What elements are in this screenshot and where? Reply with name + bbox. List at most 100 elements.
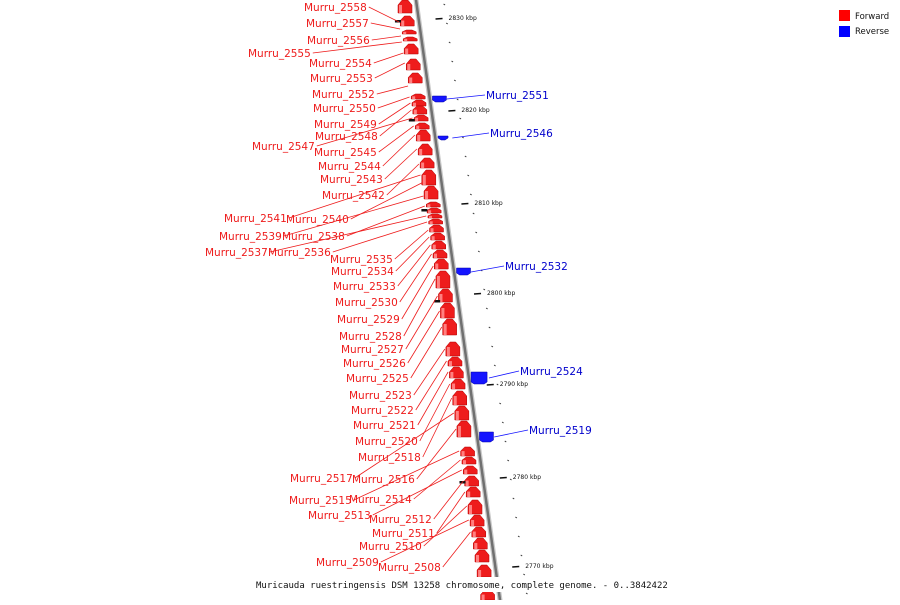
forward-gene-leader bbox=[312, 41, 402, 54]
forward-gene-highlight bbox=[401, 20, 405, 26]
forward-gene-leader bbox=[377, 96, 410, 109]
forward-gene-label: Murru_2521 bbox=[353, 420, 416, 432]
forward-gene-highlight bbox=[425, 191, 429, 199]
minor-tick bbox=[448, 41, 451, 44]
forward-gene-highlight bbox=[446, 347, 450, 356]
forward-gene-leader bbox=[419, 383, 451, 442]
legend-reverse-label: Reverse bbox=[855, 27, 889, 37]
minor-tick bbox=[493, 364, 496, 367]
reverse-gene-leader bbox=[446, 94, 486, 100]
forward-gene-highlight bbox=[413, 109, 417, 114]
forward-gene-highlight bbox=[471, 520, 475, 526]
forward-gene-highlight bbox=[472, 531, 476, 537]
legend: Forward Reverse bbox=[839, 10, 889, 37]
forward-gene-leader bbox=[413, 459, 461, 500]
forward-gene-leader bbox=[410, 326, 443, 379]
minor-tick bbox=[491, 345, 494, 348]
forward-gene-leader bbox=[401, 265, 434, 320]
forward-gene-leader bbox=[442, 531, 471, 568]
forward-gene-highlight bbox=[421, 162, 425, 168]
small-gene-mark bbox=[421, 209, 428, 212]
forward-gene-leader bbox=[371, 35, 402, 41]
minor-tick bbox=[523, 573, 526, 576]
forward-gene-label: Murru_2516 bbox=[352, 474, 415, 486]
tick-mark bbox=[486, 383, 494, 386]
forward-gene-label: Murru_2550 bbox=[313, 103, 376, 115]
forward-gene-highlight bbox=[448, 361, 452, 366]
forward-gene-highlight bbox=[428, 210, 432, 213]
forward-gene-leader bbox=[399, 253, 432, 303]
minor-tick bbox=[461, 136, 464, 139]
forward-gene-label: Murru_2512 bbox=[369, 514, 432, 526]
forward-gene-highlight bbox=[436, 276, 440, 288]
forward-gene-leader bbox=[433, 480, 464, 520]
tick-label: 2830 kbp bbox=[449, 15, 477, 22]
reverse-gene-label: Murru_2519 bbox=[529, 425, 592, 437]
forward-gene-label: Murru_2522 bbox=[351, 405, 414, 417]
forward-gene-label: Murru_2528 bbox=[339, 331, 402, 343]
forward-gene-leader bbox=[382, 134, 416, 167]
minor-tick bbox=[451, 60, 454, 63]
forward-gene-label: Murru_2545 bbox=[314, 147, 377, 159]
forward-gene-leader bbox=[350, 182, 422, 220]
forward-gene-highlight bbox=[439, 294, 443, 302]
forward-gene-label: Murru_2547 bbox=[252, 141, 315, 153]
forward-gene-leader bbox=[332, 221, 428, 253]
minor-tick bbox=[496, 383, 499, 386]
forward-gene-label: Murru_2556 bbox=[307, 35, 370, 47]
forward-gene-highlight bbox=[467, 491, 471, 497]
minor-tick bbox=[469, 193, 472, 196]
forward-gene-leader bbox=[372, 469, 462, 516]
minor-tick bbox=[483, 288, 486, 291]
minor-tick bbox=[520, 554, 523, 557]
forward-gene-highlight bbox=[461, 451, 465, 456]
forward-gene-leader bbox=[374, 62, 405, 79]
reverse-gene-leader bbox=[471, 265, 505, 273]
tick-label: 2810 kbp bbox=[474, 200, 502, 207]
minor-tick bbox=[515, 516, 518, 519]
minor-tick bbox=[467, 174, 470, 177]
forward-gene-label: Murru_2553 bbox=[310, 73, 373, 85]
forward-gene-leader bbox=[354, 412, 455, 479]
reverse-gene-label: Murru_2532 bbox=[505, 261, 568, 273]
forward-gene-highlight bbox=[412, 96, 416, 99]
minor-tick bbox=[499, 402, 502, 405]
forward-gene-highlight bbox=[399, 5, 402, 13]
minor-tick bbox=[504, 440, 507, 443]
minor-tick bbox=[488, 326, 491, 329]
minor-tick bbox=[512, 497, 515, 500]
tick-label: 2820 kbp bbox=[461, 107, 489, 114]
forward-gene-leader bbox=[269, 215, 427, 253]
forward-gene-leader bbox=[417, 371, 449, 426]
forward-gene-leader bbox=[397, 244, 431, 287]
forward-gene-highlight bbox=[481, 594, 485, 600]
forward-gene-leader bbox=[384, 148, 418, 180]
forward-gene-highlight bbox=[404, 38, 408, 41]
forward-gene-highlight bbox=[403, 31, 407, 34]
reverse-gene-block bbox=[432, 95, 447, 103]
forward-gene-leader bbox=[415, 360, 447, 411]
reverse-gene-leader bbox=[488, 370, 520, 379]
forward-gene-label: Murru_2540 bbox=[286, 214, 349, 226]
reverse-gene-block bbox=[470, 371, 488, 385]
legend-reverse-swatch bbox=[839, 26, 850, 37]
forward-gene-label: Murru_2518 bbox=[358, 452, 421, 464]
forward-gene-highlight bbox=[409, 77, 413, 83]
forward-gene-leader bbox=[378, 102, 411, 125]
forward-gene-leader bbox=[288, 174, 421, 219]
forward-gene-highlight bbox=[417, 135, 421, 141]
forward-gene-highlight bbox=[430, 228, 434, 232]
forward-gene-leader bbox=[373, 52, 404, 64]
forward-gene-label: Murru_2509 bbox=[316, 557, 379, 569]
forward-gene-highlight bbox=[422, 175, 426, 185]
forward-gene-label: Murru_2558 bbox=[304, 2, 367, 14]
forward-gene-label: Murru_2526 bbox=[343, 358, 406, 370]
tick-mark bbox=[512, 565, 520, 568]
forward-gene-highlight bbox=[441, 308, 445, 318]
forward-gene-highlight bbox=[476, 555, 479, 562]
forward-gene-label: Murru_2533 bbox=[333, 281, 396, 293]
tick-label: 2780 kbp bbox=[513, 474, 541, 481]
tick-mark bbox=[499, 476, 507, 479]
forward-gene-highlight bbox=[432, 244, 436, 249]
